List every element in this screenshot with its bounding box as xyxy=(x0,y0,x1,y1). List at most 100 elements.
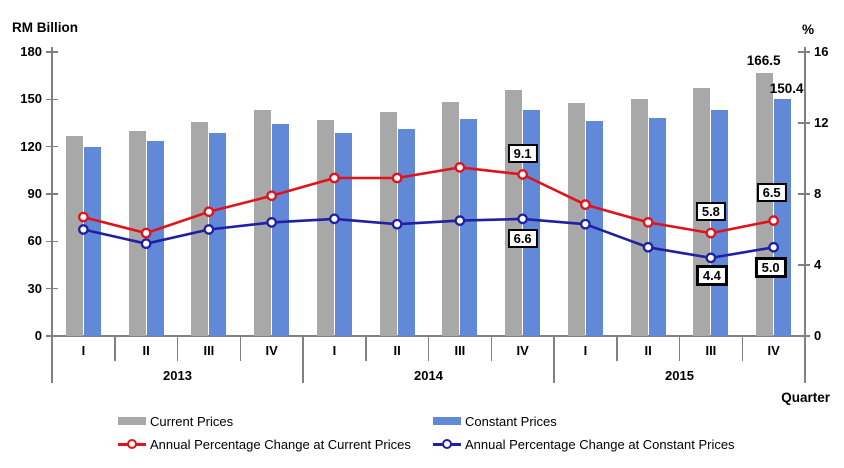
y-axis-left-tick-90 xyxy=(46,193,58,195)
y-axis-right-tick-label-8: 8 xyxy=(814,186,822,201)
legend-label-current-prices: Current Prices xyxy=(150,413,234,429)
x-axis-quarter-tick xyxy=(616,336,618,361)
y-axis-left-tick-label-30: 30 xyxy=(27,280,42,296)
right-axis-title: % xyxy=(801,22,814,37)
bar-current-prices-2015-I xyxy=(567,103,585,336)
x-axis-quarter-label-2015-II: II xyxy=(644,343,652,358)
y-axis-right-tick-4 xyxy=(798,264,810,266)
legend-label-pct-change-current: Annual Percentage Change at Current Pric… xyxy=(150,436,411,452)
y-axis-left-tick-label-90: 90 xyxy=(27,186,42,201)
y-axis-left-tick-30 xyxy=(46,287,58,290)
point-label-9-1-2014-IV: 9.1 xyxy=(507,144,538,164)
x-axis-quarter-tick xyxy=(114,336,116,361)
y-axis-right-tick-8 xyxy=(798,193,810,195)
legend-item-pct-change-current: Annual Percentage Change at Current Pric… xyxy=(118,436,411,452)
x-axis-quarter-label-2013-IV: IV xyxy=(265,343,278,358)
x-axis-quarter-label-2014-IV: IV xyxy=(516,343,529,358)
y-axis-right-tick-label-0: 0 xyxy=(814,328,822,343)
y-axis-left-line xyxy=(51,47,53,383)
plot-area: 9.1 6.6 5.8 6.5 4.4 5.0 166.5 150.4 xyxy=(52,52,805,336)
left-axis-title: RM Billion xyxy=(12,20,78,35)
legend-item-pct-change-constant: Annual Percentage Change at Constant Pri… xyxy=(433,436,735,452)
legend-label-pct-change-constant: Annual Percentage Change at Constant Pri… xyxy=(465,436,735,452)
y-axis-left-tick-60 xyxy=(46,240,58,243)
x-axis-year-separator xyxy=(553,336,555,383)
bar-current-prices-2015-II xyxy=(630,98,648,336)
y-axis-left-tick-label-120: 120 xyxy=(20,138,42,154)
x-axis-quarter-label-2015-I: I xyxy=(583,343,588,358)
y-axis-left-tick-label-0: 0 xyxy=(34,328,42,343)
current-prices-swatch xyxy=(118,417,146,425)
bar-constant-prices-2014-III xyxy=(460,119,478,336)
bar-constant-prices-2015-II xyxy=(648,118,666,336)
x-axis-quarter-label-2014-II: II xyxy=(393,343,401,358)
bar-constant-prices-2015-III xyxy=(711,110,729,336)
pct-change-current-line-marker-icon xyxy=(118,438,146,450)
bar-constant-prices-2013-III xyxy=(209,133,227,336)
bar-current-prices-2013-IV xyxy=(254,110,272,336)
x-axis-quarter-label-2013-III: III xyxy=(203,343,215,358)
point-label-6-6-2014-IV: 6.6 xyxy=(507,228,538,248)
legend-item-current-prices: Current Prices xyxy=(118,413,233,429)
x-axis-quarter-label-2014-III: III xyxy=(454,343,466,358)
point-label-4-4-2015-III: 4.4 xyxy=(695,264,728,286)
bar-constant-prices-2015-I xyxy=(585,121,603,336)
x-axis-quarter-tick xyxy=(365,336,367,361)
x-axis-year-separator xyxy=(302,336,304,383)
point-label-5-0-2015-IV: 5.0 xyxy=(754,257,787,279)
x-axis-quarter-tick xyxy=(176,336,179,361)
bar-constant-prices-2013-II xyxy=(146,141,164,336)
x-axis-quarter-tick xyxy=(427,336,430,361)
y-axis-right-tick-label-12: 12 xyxy=(814,115,829,130)
x-axis-quarter-label-2013-II: II xyxy=(142,343,150,358)
bar-current-prices-2013-III xyxy=(191,122,209,336)
constant-prices-swatch xyxy=(433,417,461,425)
x-axis-year-label-2014: 2014 xyxy=(414,368,443,383)
x-axis-quarter-label-2013-I: I xyxy=(81,343,86,358)
bar-current-prices-2014-III xyxy=(442,101,460,336)
bar-label-150-4-2015-IV: 150.4 xyxy=(769,80,804,96)
bar-current-prices-2013-I xyxy=(65,136,83,336)
x-axis-quarter-tick xyxy=(678,336,681,361)
bar-label-166-5-2015-IV: 166.5 xyxy=(746,53,781,69)
bar-constant-prices-2014-I xyxy=(334,133,352,336)
x-axis-quarter-tick xyxy=(741,336,743,361)
y-axis-right-tick-12 xyxy=(798,122,810,124)
x-axis-quarter-label-2015-IV: IV xyxy=(767,343,780,358)
x-axis-quarter-label-2014-I: I xyxy=(332,343,337,358)
point-label-6-5-2015-IV: 6.5 xyxy=(756,182,787,202)
x-axis-year-label-2013: 2013 xyxy=(163,368,192,383)
bar-current-prices-2014-II xyxy=(379,111,397,336)
y-axis-left-tick-0 xyxy=(46,335,58,337)
legend-item-constant-prices: Constant Prices xyxy=(433,413,557,429)
y-axis-left-tick-label-60: 60 xyxy=(27,233,42,249)
bar-constant-prices-2013-I xyxy=(83,146,101,336)
bar-current-prices-2014-IV xyxy=(505,89,523,336)
bar-constant-prices-2013-IV xyxy=(272,123,290,336)
x-axis-year-label-2015: 2015 xyxy=(665,368,694,383)
bar-current-prices-2015-IV xyxy=(756,73,774,336)
y-axis-left-tick-150 xyxy=(46,98,58,101)
y-axis-right-tick-0 xyxy=(798,335,810,337)
line-pct-change-current-prices xyxy=(83,166,774,235)
x-axis-quarter-tick xyxy=(490,336,492,361)
x-axis-quarter-tick xyxy=(239,336,241,361)
y-axis-right-tick-16 xyxy=(798,51,810,53)
y-axis-left-tick-label-150: 150 xyxy=(20,91,42,107)
bar-constant-prices-2014-II xyxy=(397,128,415,336)
pct-change-constant-line-marker-icon xyxy=(433,438,461,450)
x-axis-quarter-label-2015-III: III xyxy=(705,343,717,358)
y-axis-right-tick-label-16: 16 xyxy=(814,44,829,59)
y-axis-left-tick-180 xyxy=(46,51,58,53)
bar-current-prices-2014-I xyxy=(316,119,334,336)
bar-constant-prices-2015-IV xyxy=(774,98,792,336)
line-pct-change-constant-prices xyxy=(83,217,774,260)
y-axis-left-tick-label-180: 180 xyxy=(20,44,42,59)
y-axis-right-line xyxy=(804,47,806,383)
y-axis-right-tick-label-4: 4 xyxy=(814,257,822,272)
line-overlay xyxy=(78,162,779,264)
legend-label-constant-prices: Constant Prices xyxy=(465,413,557,429)
bar-current-prices-2013-II xyxy=(128,130,146,336)
point-label-5-8-2015-III: 5.8 xyxy=(695,202,726,222)
